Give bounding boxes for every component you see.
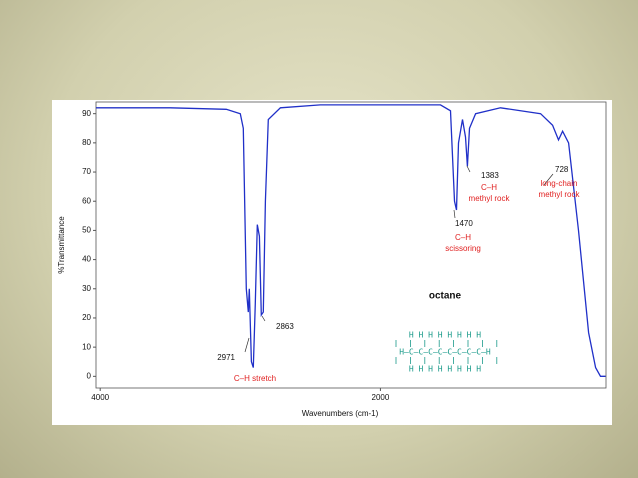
y-tick-label: 80	[82, 138, 91, 147]
peak-label: 728	[555, 165, 569, 174]
y-axis-label: %Transmittance	[57, 216, 66, 274]
y-tick-label: 20	[82, 313, 91, 322]
leader-line	[244, 337, 250, 353]
peak-label: 2863	[276, 322, 294, 331]
y-tick-label: 10	[82, 342, 91, 351]
panel	[52, 100, 612, 425]
y-tick-label: 40	[82, 255, 91, 264]
plot-frame	[95, 101, 607, 389]
leader-line	[466, 165, 471, 173]
y-tick-label: 0	[87, 371, 92, 380]
y-tick-label: 50	[82, 226, 91, 235]
peak-note: methyl rock	[539, 190, 581, 199]
molecule-name: octane	[429, 291, 462, 302]
y-tick-label: 90	[82, 109, 91, 118]
peak-label: 2971	[217, 353, 235, 362]
formula-row: H–C–C–C–C–C–C–C–C–H	[399, 348, 491, 357]
peak-note: C–H	[455, 233, 471, 242]
y-tick-label: 70	[82, 167, 91, 176]
y-tick-label: 60	[82, 196, 91, 205]
peak-label: 1470	[455, 219, 473, 228]
peak-note: C–H stretch	[234, 374, 276, 383]
x-tick-label: 4000	[91, 393, 109, 402]
peak-note: long-chain	[541, 179, 578, 188]
leader-line	[543, 173, 554, 186]
formula-row: H H H H H H H H	[409, 365, 481, 374]
peak-note: C–H	[481, 183, 497, 192]
x-axis-label: Wavenumbers (cm-1)	[302, 409, 379, 418]
peak-note: methyl rock	[469, 194, 511, 203]
formula-row: H H H H H H H H	[409, 331, 481, 340]
peak-note: scissoring	[445, 244, 481, 253]
y-tick-label: 30	[82, 284, 91, 293]
leader-line	[453, 209, 456, 219]
peak-label: 1383	[481, 171, 499, 180]
spectrum-line	[96, 104, 606, 377]
x-tick-label: 2000	[372, 393, 390, 402]
leader-line	[261, 315, 266, 322]
